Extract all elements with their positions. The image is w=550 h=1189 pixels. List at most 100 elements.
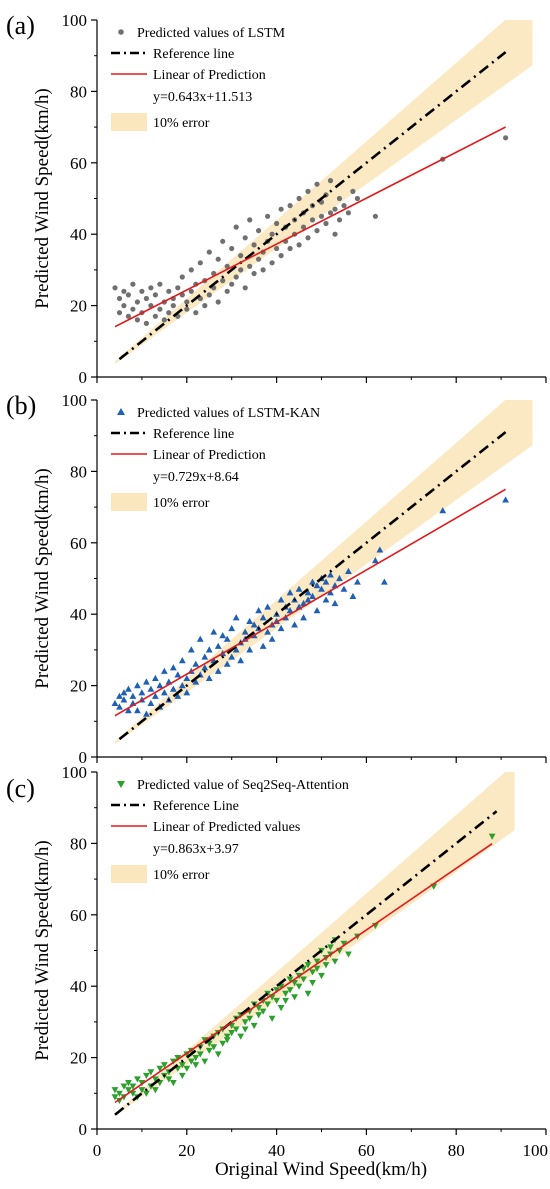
data-point xyxy=(376,546,384,553)
data-point xyxy=(251,270,257,277)
data-point xyxy=(183,1065,191,1072)
data-point xyxy=(151,692,159,699)
data-point xyxy=(210,1044,218,1051)
data-point xyxy=(296,242,302,248)
data-point xyxy=(502,496,509,503)
data-point xyxy=(269,231,275,237)
data-point xyxy=(125,313,131,319)
data-point xyxy=(192,1062,200,1069)
fit-line xyxy=(114,488,506,717)
data-point xyxy=(269,260,275,266)
data-point xyxy=(151,1087,159,1094)
data-point xyxy=(201,664,209,671)
data-point xyxy=(372,213,378,219)
data-point xyxy=(187,646,195,653)
data-point xyxy=(273,997,280,1005)
data-point xyxy=(309,578,316,585)
legend: Predicted values of LSTM-KAN Reference li… xyxy=(111,406,320,511)
data-point xyxy=(274,220,280,227)
data-point xyxy=(232,646,240,653)
data-point xyxy=(111,699,119,707)
data-point xyxy=(111,1087,119,1094)
data-point xyxy=(286,976,294,983)
data-point xyxy=(174,692,182,699)
y-axis-title: Predicted Wind Speed(km/h) xyxy=(32,88,53,309)
data-point xyxy=(255,1005,263,1012)
data-point xyxy=(309,592,316,599)
legend-band-swatch xyxy=(111,493,147,511)
y-tick-label: 80 xyxy=(70,834,87,853)
data-point xyxy=(174,671,182,678)
data-point xyxy=(170,303,176,309)
data-point xyxy=(184,306,190,312)
chart-panel-a: 0 20 40 60 80 100 Predicted Wind Speed(km/h) (a… xyxy=(6,11,547,387)
data-point xyxy=(327,589,334,596)
data-point xyxy=(268,635,276,642)
data-point xyxy=(134,1076,141,1083)
data-point xyxy=(341,203,347,209)
data-point xyxy=(278,253,284,259)
data-point xyxy=(322,578,330,585)
data-point xyxy=(156,682,164,689)
data-point xyxy=(187,1058,195,1065)
data-point xyxy=(134,706,141,714)
data-point xyxy=(161,317,167,323)
data-point xyxy=(250,1022,258,1030)
data-point xyxy=(327,944,334,951)
data-point xyxy=(210,628,218,635)
data-point xyxy=(232,1026,240,1033)
data-point xyxy=(242,285,248,291)
y-tick-label: 100 xyxy=(62,391,88,410)
data-point xyxy=(304,596,312,603)
data-point xyxy=(178,1072,186,1080)
panel-label: (b) xyxy=(6,391,36,420)
legend-label-reference: Reference line xyxy=(153,47,234,62)
data-point xyxy=(322,962,330,969)
data-point xyxy=(215,256,221,262)
data-point xyxy=(129,692,137,699)
data-point xyxy=(193,310,199,316)
y-tick-label: 60 xyxy=(70,906,87,925)
legend-label-band: 10% error xyxy=(153,496,210,511)
data-point xyxy=(224,263,230,269)
data-point xyxy=(291,980,298,987)
data-point xyxy=(268,1015,276,1022)
data-point xyxy=(223,1037,231,1044)
y-tick-label: 20 xyxy=(70,297,87,316)
data-point xyxy=(157,281,163,287)
data-point xyxy=(314,181,320,187)
data-point xyxy=(340,940,348,947)
data-point xyxy=(178,682,186,689)
data-point xyxy=(233,224,239,230)
data-point xyxy=(197,260,203,266)
data-point xyxy=(130,281,136,287)
data-point xyxy=(287,245,293,252)
legend: Predicted values of LSTM Reference line Li… xyxy=(111,26,286,131)
data-point xyxy=(142,1072,150,1080)
data-point xyxy=(264,1001,272,1008)
data-point xyxy=(238,253,244,259)
data-point xyxy=(309,217,316,223)
data-point xyxy=(304,589,312,596)
data-point xyxy=(345,951,352,958)
data-point xyxy=(287,203,293,209)
data-point xyxy=(286,607,294,614)
data-point xyxy=(309,969,316,976)
data-point xyxy=(116,692,123,699)
data-point xyxy=(304,962,312,969)
data-point xyxy=(340,585,348,592)
data-point xyxy=(196,635,204,642)
data-point xyxy=(152,292,158,298)
data-point xyxy=(205,674,213,682)
panel-label: (a) xyxy=(6,11,35,40)
data-point xyxy=(259,642,267,649)
data-point xyxy=(286,589,294,596)
legend-label-band: 10% error xyxy=(153,868,210,883)
legend-label-fit: Linear of Predicted values xyxy=(153,820,300,835)
fit-line xyxy=(114,843,493,1104)
y-tick-label: 100 xyxy=(62,11,88,30)
data-point xyxy=(166,288,172,294)
data-point xyxy=(313,965,321,972)
data-point xyxy=(184,299,190,305)
data-point xyxy=(206,292,212,298)
